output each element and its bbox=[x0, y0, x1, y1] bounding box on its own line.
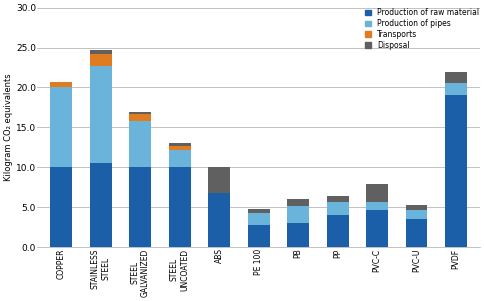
Bar bbox=[208, 167, 230, 193]
Bar bbox=[327, 215, 348, 247]
Bar bbox=[248, 213, 270, 225]
Bar bbox=[169, 150, 191, 167]
Bar bbox=[208, 193, 230, 247]
Bar bbox=[327, 202, 348, 215]
Bar bbox=[129, 112, 151, 114]
Bar bbox=[287, 199, 309, 206]
Bar bbox=[406, 205, 427, 209]
Bar bbox=[50, 167, 72, 247]
Bar bbox=[50, 88, 72, 167]
Bar bbox=[406, 219, 427, 247]
Bar bbox=[287, 223, 309, 247]
Bar bbox=[90, 50, 111, 54]
Bar bbox=[90, 54, 111, 66]
Bar bbox=[287, 206, 309, 223]
Bar bbox=[445, 83, 467, 95]
Bar bbox=[90, 163, 111, 247]
Bar bbox=[50, 82, 72, 88]
Bar bbox=[366, 209, 388, 247]
Bar bbox=[248, 209, 270, 213]
Bar bbox=[366, 202, 388, 209]
Bar bbox=[445, 95, 467, 247]
Bar bbox=[129, 114, 151, 121]
Bar bbox=[169, 143, 191, 146]
Bar bbox=[129, 167, 151, 247]
Bar bbox=[406, 209, 427, 219]
Bar bbox=[129, 121, 151, 167]
Bar bbox=[327, 196, 348, 202]
Bar bbox=[445, 72, 467, 83]
Bar bbox=[169, 146, 191, 150]
Bar bbox=[366, 184, 388, 202]
Bar bbox=[248, 225, 270, 247]
Y-axis label: Kilogram CO₂ equivalents: Kilogram CO₂ equivalents bbox=[4, 73, 13, 181]
Bar bbox=[169, 167, 191, 247]
Bar bbox=[90, 66, 111, 163]
Legend: Production of raw material, Production of pipes, Transports, Disposal: Production of raw material, Production o… bbox=[363, 7, 481, 51]
